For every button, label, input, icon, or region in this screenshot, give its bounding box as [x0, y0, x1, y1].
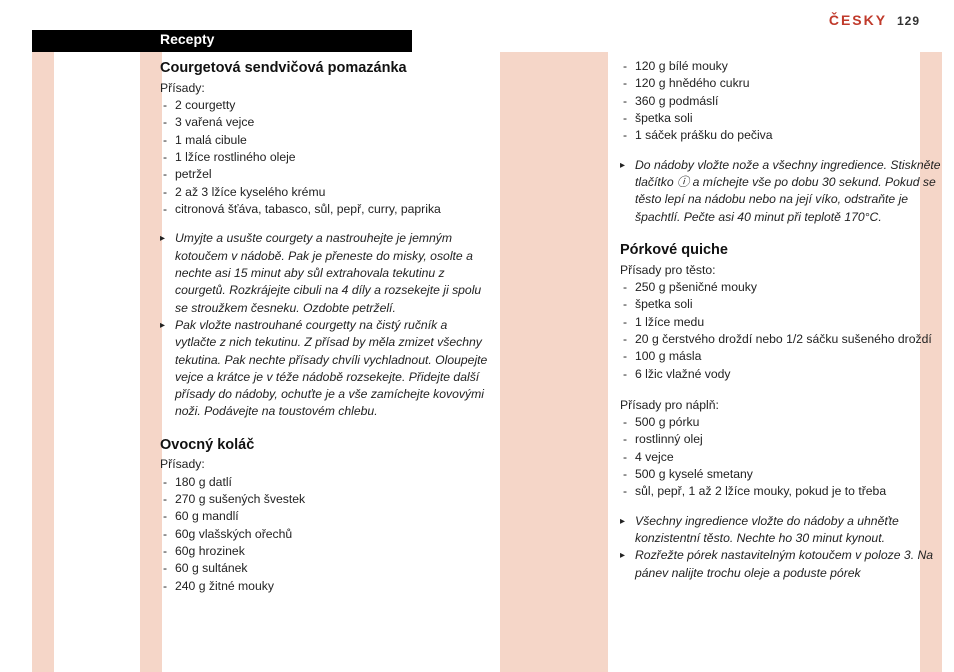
ingredient-item: 60 g mandlí — [160, 508, 490, 525]
ingredients-label: Přísady pro těsto: — [620, 262, 950, 279]
page-number: 129 — [897, 14, 920, 28]
decorative-stripe — [32, 52, 54, 672]
ingredient-list: 180 g datlí 270 g sušených švestek 60 g … — [160, 474, 490, 595]
ingredient-item: petržel — [160, 166, 490, 183]
ingredient-item: 1 sáček prášku do pečiva — [620, 127, 950, 144]
ingredient-item: 20 g čerstvého droždí nebo 1/2 sáčku suš… — [620, 331, 950, 348]
ingredient-item: 1 lžíce rostliného oleje — [160, 149, 490, 166]
ingredients-label: Přísady: — [160, 456, 490, 473]
ingredient-item: 2 courgetty — [160, 97, 490, 114]
ingredient-item: 250 g pšeničné mouky — [620, 279, 950, 296]
ingredient-item: 360 g podmáslí — [620, 93, 950, 110]
ingredient-item: špetka soli — [620, 296, 950, 313]
ingredient-item: 1 lžíce medu — [620, 314, 950, 331]
ingredient-item: 3 vařená vejce — [160, 114, 490, 131]
instruction-block: Umyjte a usušte courgety a nastrouhejte … — [160, 230, 490, 421]
ingredient-item: 270 g sušených švestek — [160, 491, 490, 508]
ingredient-item: 60g hrozinek — [160, 543, 490, 560]
ingredient-item: 6 lžic vlažné vody — [620, 366, 950, 383]
instruction-step: Do nádoby vložte nože a všechny ingredie… — [620, 157, 950, 226]
ingredient-item: citronová šťáva, tabasco, sůl, pepř, cur… — [160, 201, 490, 218]
ingredients-label: Přísady: — [160, 80, 490, 97]
ingredient-item: rostlinný olej — [620, 431, 950, 448]
ingredient-item: 180 g datlí — [160, 474, 490, 491]
instruction-block: Do nádoby vložte nože a všechny ingredie… — [620, 157, 950, 226]
language-label: ČESKY — [829, 12, 887, 28]
recipe-title: Ovocný koláč — [160, 435, 490, 456]
right-column: 120 g bílé mouky 120 g hnědého cukru 360… — [620, 58, 950, 582]
ingredient-item: 2 až 3 lžíce kyselého krému — [160, 184, 490, 201]
page-header: ČESKY 129 — [829, 12, 920, 28]
ingredient-list: 2 courgetty 3 vařená vejce 1 malá cibule… — [160, 97, 490, 218]
left-column: Courgetová sendvičová pomazánka Přísady:… — [160, 58, 490, 595]
ingredient-item: sůl, pepř, 1 až 2 lžíce mouky, pokud je … — [620, 483, 950, 500]
instruction-step: Všechny ingredience vložte do nádoby a u… — [620, 513, 950, 548]
section-header-bar — [32, 30, 412, 52]
ingredient-list: 120 g bílé mouky 120 g hnědého cukru 360… — [620, 58, 950, 145]
manual-page: ČESKY 129 Recepty Courgetová sendvičová … — [0, 0, 954, 672]
ingredient-item: 500 g pórku — [620, 414, 950, 431]
instruction-step: Rozřežte pórek nastavitelným kotoučem v … — [620, 547, 950, 582]
ingredient-item: špetka soli — [620, 110, 950, 127]
ingredient-list: 250 g pšeničné mouky špetka soli 1 lžíce… — [620, 279, 950, 383]
ingredient-item: 120 g bílé mouky — [620, 58, 950, 75]
ingredient-item: 60g vlašských ořechů — [160, 526, 490, 543]
section-header: Recepty — [160, 31, 214, 47]
ingredients-label: Přísady pro náplň: — [620, 397, 950, 414]
ingredient-item: 1 malá cibule — [160, 132, 490, 149]
ingredient-item: 500 g kyselé smetany — [620, 466, 950, 483]
instruction-block: Všechny ingredience vložte do nádoby a u… — [620, 513, 950, 582]
ingredient-item: 120 g hnědého cukru — [620, 75, 950, 92]
ingredient-list: 500 g pórku rostlinný olej 4 vejce 500 g… — [620, 414, 950, 501]
instruction-step: Umyjte a usušte courgety a nastrouhejte … — [160, 230, 490, 317]
ingredient-item: 4 vejce — [620, 449, 950, 466]
recipe-title: Pórkové quiche — [620, 240, 950, 261]
ingredient-item: 100 g másla — [620, 348, 950, 365]
ingredient-item: 60 g sultánek — [160, 560, 490, 577]
recipe-title: Courgetová sendvičová pomazánka — [160, 58, 490, 79]
instruction-step: Pak vložte nastrouhané courgetty na čist… — [160, 317, 490, 421]
decorative-stripe — [140, 52, 162, 672]
ingredient-item: 240 g žitné mouky — [160, 578, 490, 595]
decorative-stripe — [500, 52, 608, 672]
